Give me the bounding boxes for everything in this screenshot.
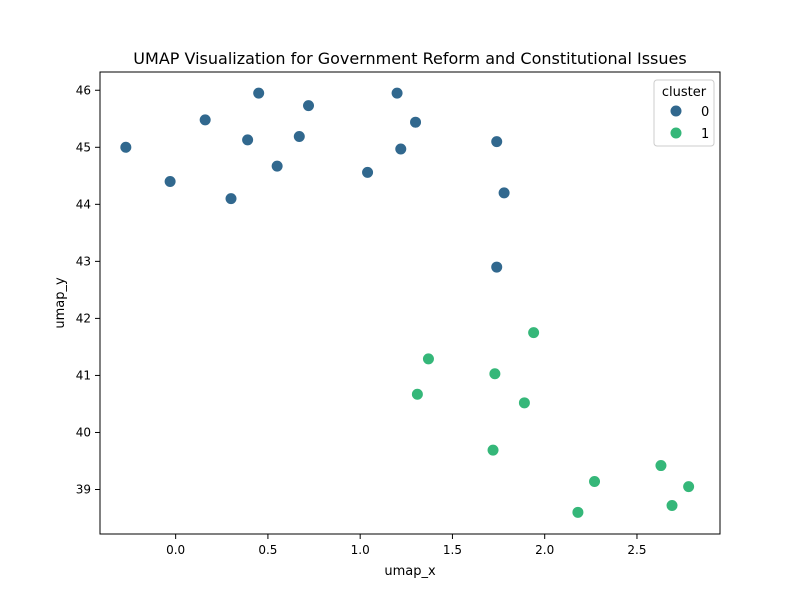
data-point-cluster-1 — [421, 352, 435, 366]
chart-title: UMAP Visualization for Government Reform… — [133, 49, 686, 68]
y-tick-label: 45 — [76, 140, 91, 154]
data-point-cluster-0 — [394, 142, 408, 156]
data-point-cluster-0 — [163, 175, 177, 189]
x-tick-label: 1.0 — [351, 543, 370, 557]
plot-area-frame — [99, 71, 721, 535]
data-point-cluster-0 — [409, 115, 423, 129]
legend-title: cluster — [662, 85, 707, 100]
data-point-cluster-1 — [488, 367, 502, 381]
data-point-cluster-0 — [302, 99, 316, 113]
data-point-cluster-0 — [119, 140, 133, 154]
y-tick-label: 44 — [76, 197, 91, 211]
legend: cluster 0 1 — [653, 79, 715, 147]
x-axis-label: umap_x — [384, 564, 436, 579]
legend-box — [653, 79, 715, 147]
y-tick-label: 41 — [76, 368, 91, 382]
y-tick-label: 40 — [76, 425, 91, 439]
data-point-cluster-1 — [588, 475, 602, 489]
data-point-cluster-0 — [224, 192, 238, 206]
y-tick-label: 43 — [76, 254, 91, 268]
data-point-cluster-0 — [390, 86, 404, 100]
legend-label-1: 1 — [701, 127, 709, 142]
data-point-cluster-1 — [527, 326, 541, 340]
x-tick-label: 2.0 — [535, 543, 554, 557]
data-point-cluster-0 — [361, 165, 375, 179]
data-point-cluster-1 — [654, 459, 668, 473]
data-point-cluster-1 — [682, 480, 696, 494]
data-point-cluster-0 — [490, 260, 504, 274]
y-tick-label: 42 — [76, 311, 91, 325]
data-point-cluster-0 — [497, 186, 511, 200]
x-tick-label: 0.0 — [166, 543, 185, 557]
y-tick-label: 39 — [76, 483, 91, 497]
legend-marker-1 — [669, 126, 683, 140]
data-point-cluster-0 — [241, 133, 255, 147]
x-tick-label: 0.5 — [258, 543, 277, 557]
y-axis-label: umap_y — [53, 277, 68, 329]
data-point-cluster-0 — [270, 159, 284, 173]
data-point-cluster-1 — [486, 443, 500, 457]
data-point-cluster-1 — [665, 498, 679, 512]
data-point-cluster-0 — [490, 135, 504, 149]
data-point-cluster-0 — [292, 129, 306, 143]
x-tick-label: 2.5 — [627, 543, 646, 557]
legend-label-0: 0 — [701, 105, 709, 120]
y-tick-label: 46 — [76, 83, 91, 97]
data-point-cluster-1 — [571, 505, 585, 519]
data-point-cluster-0 — [198, 113, 212, 127]
x-tick-label: 1.5 — [443, 543, 462, 557]
y-axis-ticks: 39 40 41 42 43 44 45 46 — [76, 83, 100, 497]
legend-marker-0 — [669, 104, 683, 118]
data-point-cluster-1 — [410, 387, 424, 401]
x-axis-ticks: 0.0 0.5 1.0 1.5 2.0 2.5 — [166, 534, 647, 557]
data-points — [119, 86, 696, 519]
data-point-cluster-0 — [252, 86, 266, 100]
data-point-cluster-1 — [517, 396, 531, 410]
